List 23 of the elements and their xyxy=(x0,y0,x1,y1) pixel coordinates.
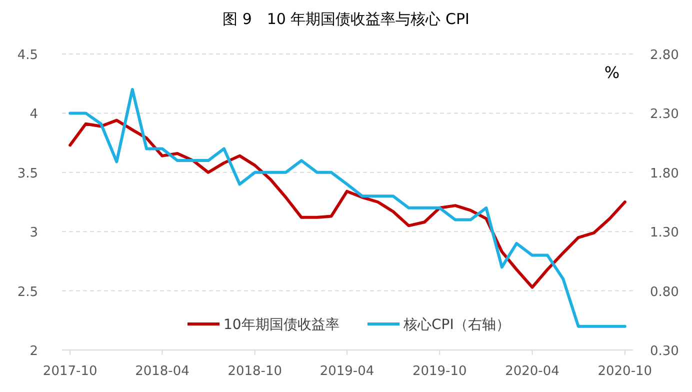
y-tick-label: 3.5 xyxy=(17,166,38,182)
y2-tick-label: 2.80 xyxy=(650,48,679,63)
x-tick-label: 2020-10 xyxy=(598,364,652,379)
y2-tick-label: 0.30 xyxy=(650,344,679,359)
x-tick-label: 2020-04 xyxy=(505,364,560,379)
x-tick-label: 2017-10 xyxy=(42,364,98,379)
x-tick-label: 2018-04 xyxy=(135,364,190,379)
x-tick-label: 2019-04 xyxy=(320,364,374,379)
x-tick-label: 2018-10 xyxy=(228,364,282,379)
y-tick-label: 2.5 xyxy=(17,284,38,300)
y2-tick-label: 0.80 xyxy=(650,284,679,300)
y-tick-label: 4 xyxy=(30,107,38,122)
y-tick-label: 2 xyxy=(30,344,38,359)
chart-title: 图 9 10 年期国债收益率与核心 CPI xyxy=(222,10,470,28)
y-tick-label: 3 xyxy=(30,226,38,241)
y2-tick-label: 1.30 xyxy=(650,226,679,241)
y2-tick-label: 1.80 xyxy=(650,166,679,182)
y-tick-label: 4.5 xyxy=(17,48,38,63)
legend-label: 核心CPI（右轴） xyxy=(402,317,510,333)
annotation: % xyxy=(604,63,620,82)
y2-tick-label: 2.30 xyxy=(650,107,679,122)
x-tick-label: 2019-10 xyxy=(412,364,467,379)
legend-label: 10年期国债收益率 xyxy=(224,317,340,333)
